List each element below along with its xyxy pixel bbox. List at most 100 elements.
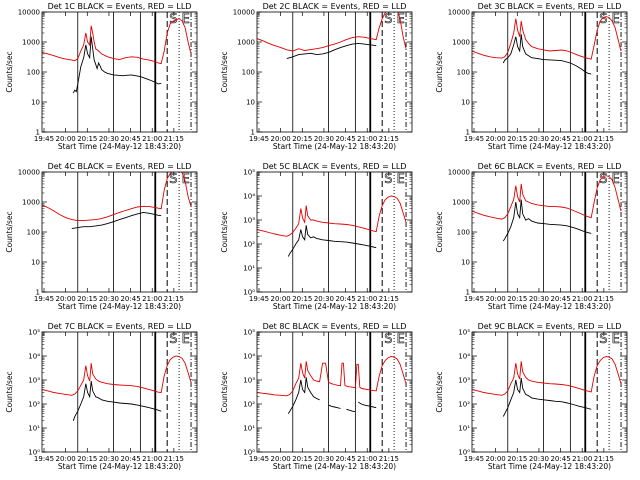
- series-lld-line: [472, 356, 622, 396]
- y-tick-label: 10000: [18, 9, 40, 17]
- y-tick-label: 10⁴: [243, 193, 255, 201]
- y-tick-label: 10000: [448, 169, 470, 177]
- x-tick-label: 20:45: [120, 135, 140, 143]
- detector-panel-7: Det 7C BLACK = Events, RED = LLD 10⁰ 10¹ 10…: [5, 322, 198, 471]
- series-lld-line: [42, 18, 192, 65]
- y-tick-label: 10⁰: [243, 449, 255, 457]
- panel-title: Det 5C BLACK = Events, RED = LLD: [263, 162, 407, 171]
- x-tick-label: 20:45: [120, 455, 140, 463]
- series-events-line: [72, 36, 162, 94]
- y-tick-label: 10⁰: [243, 289, 255, 297]
- x-tick-label: 20:15: [292, 295, 312, 303]
- y-axis-label: Counts/sec: [220, 51, 229, 92]
- x-tick-label: 21:15: [164, 295, 184, 303]
- y-tick-label: 10³: [458, 377, 470, 385]
- series-events-line: [72, 381, 162, 421]
- y-axis-label: Counts/sec: [220, 371, 229, 412]
- y-tick-label: 10²: [458, 401, 470, 409]
- panel-title: Det 3C BLACK = Events, RED = LLD: [478, 2, 622, 11]
- plot-frame: [41, 331, 198, 453]
- y-tick-label: 10⁵: [243, 169, 255, 177]
- y-tick-label: 1000: [452, 199, 470, 207]
- x-tick-label: 20:45: [335, 295, 355, 303]
- x-tick-label: 19:45: [464, 135, 484, 143]
- series-lld-line: [472, 175, 622, 220]
- detector-panel-6: Det 6C BLACK = Events, RED = LLD 1 10 100 10…: [435, 162, 628, 311]
- x-tick-label: 20:30: [99, 455, 119, 463]
- x-tick-label: 21:00: [142, 455, 162, 463]
- x-tick-label: 21:15: [594, 135, 614, 143]
- x-tick-label: 20:00: [271, 135, 291, 143]
- plot-frame: [471, 171, 628, 293]
- x-axis-label: Start Time (24-May-12 18:43:20): [488, 142, 611, 151]
- y-tick-label: 10³: [243, 377, 255, 385]
- panel-title: Det 6C BLACK = Events, RED = LLD: [478, 162, 622, 171]
- y-tick-label: 10¹: [458, 425, 470, 433]
- x-tick-label: 20:15: [507, 135, 527, 143]
- event-marker-label: S E: [599, 172, 620, 187]
- plot-frame: [41, 11, 198, 133]
- x-axis-label: Start Time (24-May-12 18:43:20): [273, 142, 396, 151]
- y-tick-label: 10: [246, 99, 255, 107]
- panel-title: Det 2C BLACK = Events, RED = LLD: [263, 2, 407, 11]
- y-axis-label: Counts/sec: [435, 211, 444, 252]
- event-marker-label: S E: [169, 332, 190, 347]
- x-tick-label: 21:00: [572, 455, 592, 463]
- x-tick-label: 20:00: [486, 135, 506, 143]
- series-events-line: [287, 225, 377, 257]
- y-axis-label: Counts/sec: [435, 371, 444, 412]
- y-tick-label: 10⁰: [458, 449, 470, 457]
- x-tick-label: 21:00: [142, 295, 162, 303]
- x-tick-label: 21:15: [379, 135, 399, 143]
- y-tick-label: 10⁵: [243, 329, 255, 337]
- x-tick-label: 19:45: [464, 455, 484, 463]
- y-axis-label: Counts/sec: [220, 211, 229, 252]
- y-tick-label: 10000: [18, 169, 40, 177]
- y-tick-label: 10¹: [243, 265, 255, 273]
- x-axis-label: Start Time (24-May-12 18:43:20): [273, 302, 396, 311]
- y-tick-label: 1000: [237, 39, 255, 47]
- y-axis-label: Counts/sec: [5, 211, 14, 252]
- x-tick-label: 20:30: [99, 135, 119, 143]
- detector-panel-1: Det 1C BLACK = Events, RED = LLD 1 10 100 10…: [5, 2, 198, 151]
- x-tick-label: 20:15: [292, 455, 312, 463]
- x-tick-label: 21:00: [357, 135, 377, 143]
- x-tick-label: 20:30: [314, 295, 334, 303]
- x-tick-label: 20:30: [99, 295, 119, 303]
- y-tick-label: 1: [466, 289, 470, 297]
- x-tick-label: 20:00: [271, 295, 291, 303]
- detector-panel-2: Det 2C BLACK = Events, RED = LLD 1 10 100 10…: [220, 2, 413, 151]
- y-tick-label: 100: [457, 229, 470, 237]
- y-tick-label: 1000: [22, 199, 40, 207]
- x-tick-label: 20:30: [529, 295, 549, 303]
- y-axis-label: Counts/sec: [435, 51, 444, 92]
- x-tick-label: 20:00: [56, 135, 76, 143]
- x-axis-label: Start Time (24-May-12 18:43:20): [58, 142, 181, 151]
- x-tick-label: 20:45: [335, 135, 355, 143]
- x-axis-label: Start Time (24-May-12 18:43:20): [273, 462, 396, 471]
- y-tick-label: 10: [461, 99, 470, 107]
- y-tick-label: 1000: [452, 39, 470, 47]
- x-tick-label: 20:15: [507, 295, 527, 303]
- x-tick-label: 20:00: [486, 455, 506, 463]
- y-tick-label: 10²: [243, 401, 255, 409]
- x-tick-label: 20:15: [77, 295, 97, 303]
- detector-panel-3: Det 3C BLACK = Events, RED = LLD 1 10 100 10…: [435, 2, 628, 151]
- x-tick-label: 20:45: [335, 455, 355, 463]
- x-axis-label: Start Time (24-May-12 18:43:20): [488, 302, 611, 311]
- y-tick-label: 10: [31, 99, 40, 107]
- series-events-line: [71, 211, 162, 230]
- series-events-line: [287, 377, 320, 414]
- detector-panel-5: Det 5C BLACK = Events, RED = LLD 10⁰ 10¹ 10…: [220, 162, 413, 311]
- plot-frame: [41, 171, 198, 293]
- detector-panel-4: Det 4C BLACK = Events, RED = LLD 1 10 100 10…: [5, 162, 198, 311]
- x-axis-label: Start Time (24-May-12 18:43:20): [58, 462, 181, 471]
- x-tick-label: 21:00: [572, 135, 592, 143]
- series-events-line: [328, 404, 341, 409]
- x-tick-label: 20:15: [77, 455, 97, 463]
- series-lld-line: [42, 355, 192, 396]
- event-marker-label: S E: [599, 332, 620, 347]
- event-marker-label: S E: [384, 332, 405, 347]
- y-tick-label: 10²: [28, 401, 40, 409]
